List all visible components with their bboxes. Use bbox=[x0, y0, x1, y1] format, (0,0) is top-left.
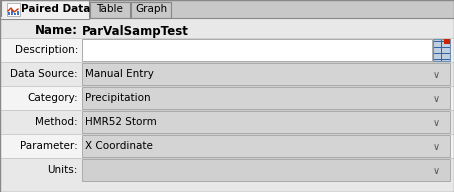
Bar bbox=[0, 0, 454, 18]
Bar bbox=[82, 39, 432, 61]
Bar bbox=[0, 158, 454, 182]
Bar bbox=[82, 159, 450, 181]
Bar bbox=[11, 10, 13, 15]
Text: Method:: Method: bbox=[35, 117, 78, 127]
Text: Description:: Description: bbox=[15, 45, 78, 55]
Text: Manual Entry: Manual Entry bbox=[85, 69, 154, 79]
Text: Parameter:: Parameter: bbox=[20, 141, 78, 151]
Text: Category:: Category: bbox=[27, 93, 78, 103]
Text: ∨: ∨ bbox=[433, 142, 439, 151]
Text: ∨: ∨ bbox=[433, 166, 439, 175]
Text: Paired Data: Paired Data bbox=[21, 4, 91, 15]
Text: HMR52 Storm: HMR52 Storm bbox=[85, 117, 157, 127]
Bar bbox=[90, 2, 130, 18]
Bar bbox=[7, 3, 20, 16]
Text: ∨: ∨ bbox=[433, 70, 439, 79]
Bar bbox=[0, 110, 454, 134]
Text: X Coordinate: X Coordinate bbox=[85, 141, 153, 151]
Text: ParValSampTest: ParValSampTest bbox=[82, 25, 189, 37]
Bar bbox=[82, 111, 450, 133]
Bar bbox=[8, 12, 10, 15]
Text: ∨: ∨ bbox=[433, 118, 439, 127]
Text: Precipitation: Precipitation bbox=[85, 93, 151, 103]
Text: Table: Table bbox=[97, 4, 123, 15]
Bar bbox=[131, 2, 171, 18]
Text: Name:: Name: bbox=[35, 25, 78, 37]
Bar bbox=[0, 134, 454, 158]
Text: Graph: Graph bbox=[135, 4, 167, 15]
Bar bbox=[17, 11, 19, 15]
Bar bbox=[82, 135, 450, 157]
Bar bbox=[1, 0, 89, 19]
Bar bbox=[14, 13, 16, 15]
Text: Data Source:: Data Source: bbox=[10, 69, 78, 79]
Bar bbox=[0, 86, 454, 110]
Bar bbox=[0, 62, 454, 86]
Text: ∨: ∨ bbox=[433, 94, 439, 103]
Bar bbox=[0, 38, 454, 62]
Bar bbox=[82, 87, 450, 109]
Text: Units:: Units: bbox=[48, 165, 78, 175]
Bar bbox=[82, 63, 450, 85]
Bar bbox=[444, 39, 450, 44]
Bar bbox=[433, 39, 450, 61]
